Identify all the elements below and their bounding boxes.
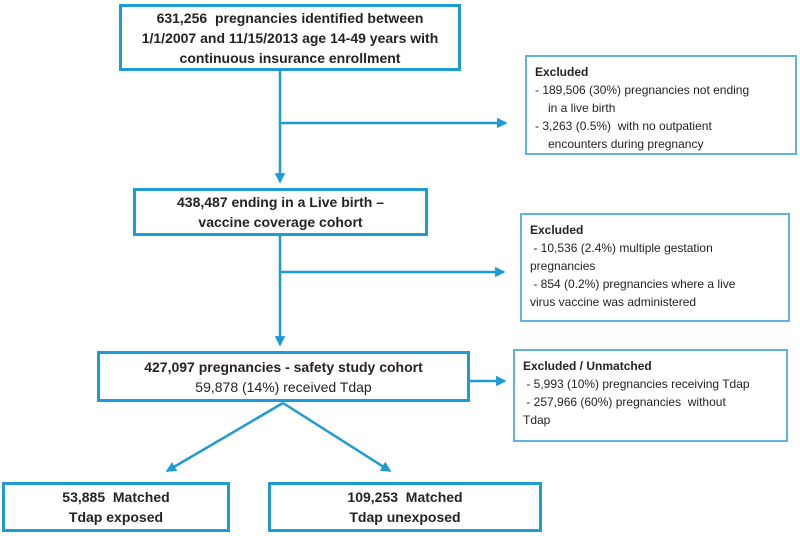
excluded-line: encounters during pregnancy: [548, 137, 704, 151]
excluded-line: - 5,993 (10%) pregnancies receiving Tdap: [523, 377, 750, 391]
node-text-line: continuous insurance enrollment: [179, 49, 401, 66]
node-excluded-not-live-birth: Excluded - 189,506 (30%) pregnancies not…: [525, 55, 797, 155]
node-safety-study-cohort: 427,097 pregnancies - safety study cohor…: [97, 351, 470, 402]
node-text-line: 631,256 pregnancies identified between: [156, 9, 424, 26]
node-excluded-gestation-live-vaccine: Excluded - 10,536 (2.4%) multiple gestat…: [520, 213, 790, 322]
node-live-birth-cohort: 438,487 ending in a Live birth – vaccine…: [133, 188, 428, 236]
excluded-line: virus vaccine was administered: [530, 295, 697, 309]
node-text-line: 59,878 (14%) received Tdap: [195, 378, 372, 395]
excluded-line: in a live birth: [548, 101, 616, 115]
excluded-title: Excluded: [535, 65, 589, 79]
excluded-title: Excluded: [530, 223, 584, 237]
node-matched-tdap-unexposed: 109,253 Matched Tdap unexposed: [268, 482, 542, 532]
excluded-line: - 854 (0.2%) pregnancies where a live: [530, 277, 736, 291]
node-excluded-unmatched: Excluded / Unmatched - 5,993 (10%) pregn…: [513, 349, 788, 442]
node-text-line: 1/1/2007 and 11/15/2013 age 14-49 years …: [141, 29, 439, 46]
node-text-line: 438,487 ending in a Live birth –: [177, 194, 384, 210]
excluded-line: - 3,263 (0.5%) with no outpatient: [535, 119, 712, 133]
excluded-line: - 189,506 (30%) pregnancies not ending: [535, 83, 750, 97]
node-matched-tdap-exposed: 53,885 Matched Tdap exposed: [2, 482, 230, 532]
excluded-line: pregnancies: [530, 259, 596, 273]
node-text-line: Tdap exposed: [68, 509, 164, 525]
excluded-line: Tdap: [523, 413, 551, 427]
excluded-line: - 257,966 (60%) pregnancies without: [523, 395, 726, 409]
node-text-line: 109,253 Matched: [347, 489, 463, 505]
arrow-safety-to-matched-unexposed: [282, 401, 392, 473]
node-text-line: 53,885 Matched: [62, 489, 170, 505]
excluded-line: - 10,536 (2.4%) multiple gestation: [530, 241, 713, 255]
arrow-safety-to-matched-exposed: [165, 401, 284, 473]
node-pregnancies-identified: 631,256 pregnancies identified between 1…: [119, 4, 461, 71]
node-text-line: Tdap unexposed: [349, 509, 461, 525]
node-text-line: 427,097 pregnancies - safety study cohor…: [144, 358, 423, 375]
node-text-line: vaccine coverage cohort: [198, 214, 363, 230]
excluded-title: Excluded / Unmatched: [523, 359, 652, 373]
